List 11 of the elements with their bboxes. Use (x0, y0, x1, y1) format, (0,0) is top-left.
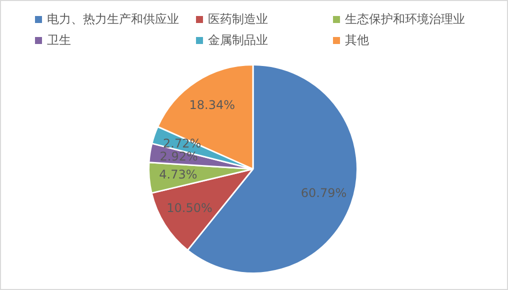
data-label: 2.92% (160, 149, 198, 164)
data-label: 60.79% (300, 186, 347, 200)
legend-label: 电力、热力生产和供应业 (47, 11, 179, 28)
legend-label: 生态保护和环境治理业 (345, 11, 465, 28)
data-label: 10.50% (166, 201, 212, 216)
legend-label: 金属制品业 (208, 32, 268, 49)
legend-label: 卫生 (47, 32, 71, 49)
data-label: 18.34% (189, 98, 235, 112)
legend-label: 医药制造业 (208, 11, 268, 28)
data-label: 4.73% (159, 167, 198, 182)
legend-label: 其他 (345, 32, 369, 49)
